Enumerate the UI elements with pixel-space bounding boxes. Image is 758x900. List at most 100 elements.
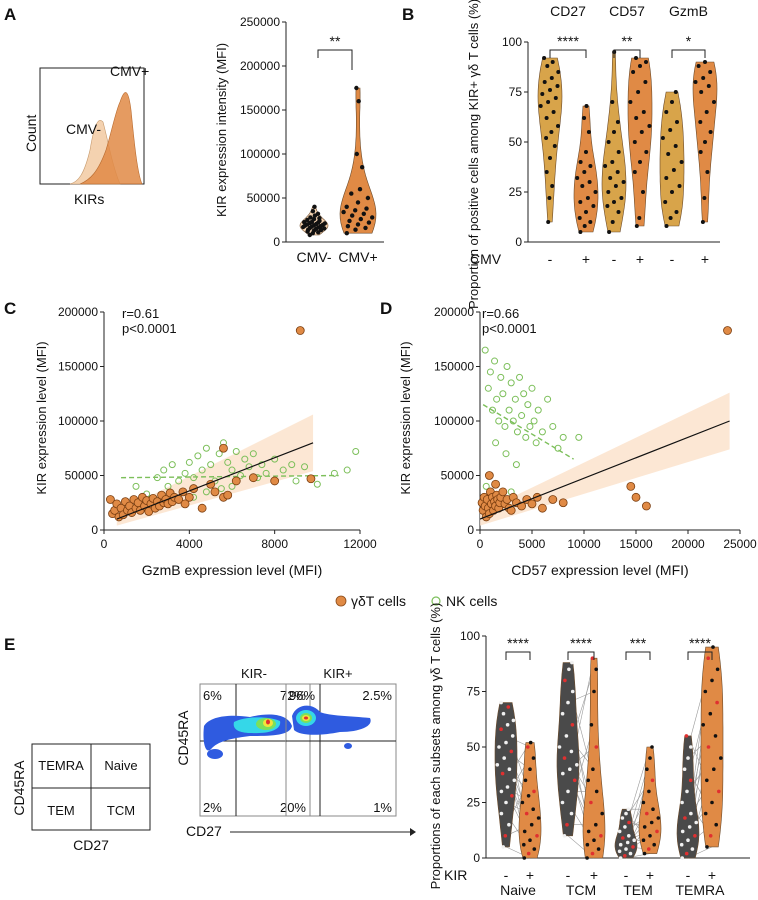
b-violin-cd27-neg-point xyxy=(544,136,549,140)
a-violin-cmv-pos-point xyxy=(355,222,361,227)
b-violin-gzmb-neg-point xyxy=(666,152,671,156)
b-violin-gzmb-neg-point xyxy=(668,216,673,220)
e-violin-tem-neg-point xyxy=(628,851,633,856)
b-violin-cd27-neg-point xyxy=(550,184,555,188)
e-violin-tem-pos-point xyxy=(651,807,655,811)
e-violin-tem-pos-point xyxy=(650,745,654,749)
d-ytick-label: 100000 xyxy=(434,414,474,428)
e-violin-temra-neg-point xyxy=(683,816,687,820)
b-violin-cd27-pos-point xyxy=(582,224,587,228)
b-violin-gzmb-neg-point xyxy=(668,128,673,132)
a-violin-cmv-neg-point xyxy=(310,209,316,214)
d-nk-point xyxy=(526,422,534,430)
e-violin-tem-neg-point xyxy=(621,836,625,840)
a-histogram-series-cmv-pos: CMV+ xyxy=(110,63,149,79)
e-violin-temra-neg-point xyxy=(685,789,689,794)
b-violin-gzmb-pos-point xyxy=(696,64,701,68)
e-key-tem: TEM xyxy=(47,803,74,818)
b-violin-gzmb-pos-point xyxy=(693,80,698,84)
b-violin-cd27-neg-point xyxy=(556,124,560,128)
e-violin-tcm-pos-point xyxy=(600,811,604,816)
e-violin-tem-pos-point xyxy=(656,816,661,820)
a-violin-cmv-pos-point xyxy=(356,99,361,104)
e-flow-density-kir-neg-blob xyxy=(207,749,223,759)
e-kir-sign: - xyxy=(686,867,691,883)
a-violin-cmv-neg-point xyxy=(315,211,321,216)
legend-nk-symbol xyxy=(431,596,441,606)
b-violin-cd57-neg-point xyxy=(610,220,615,224)
e-violin-tcm-neg-point xyxy=(570,689,575,694)
b-sig-bracket xyxy=(549,49,587,58)
e-key-tcm: TCM xyxy=(107,803,135,818)
d-gdt-point xyxy=(558,498,568,508)
a-violin-cmv-pos-point xyxy=(349,191,354,196)
b-violin-cd57-pos-point xyxy=(636,90,641,94)
e-key-naive: Naive xyxy=(104,758,137,773)
e-violin-temra-pos-point xyxy=(711,645,715,649)
c-annotation-r: r=0.61 xyxy=(122,306,159,321)
e-violin-ytick-label: 100 xyxy=(460,629,480,643)
c-nk-point xyxy=(249,450,257,458)
d-nk-point xyxy=(520,390,528,398)
a-violin-cmv-pos-point xyxy=(353,208,358,213)
d-nk-point xyxy=(492,439,500,447)
d-nk-point xyxy=(513,428,521,436)
b-violin-cd27-pos-point xyxy=(582,170,587,174)
e-flow-frame-kir-pos xyxy=(285,683,397,817)
e-violin-naive-neg-point xyxy=(502,756,507,760)
d-ytick-label: 200000 xyxy=(434,305,474,319)
e-violin-temra-pos-point xyxy=(705,845,709,849)
a-histogram-series-cmv-neg: CMV- xyxy=(66,121,101,137)
b-violin-cd57-pos-point xyxy=(634,56,638,60)
b-violin-cd27-neg-point xyxy=(544,170,549,174)
e-violin-tcm-pos-point xyxy=(590,851,595,856)
d-nk-point xyxy=(502,450,510,458)
b-violin-cd57-pos-point xyxy=(644,60,648,64)
b-violin-cd27-neg-point xyxy=(544,116,549,120)
d-nk-point xyxy=(493,395,501,403)
b-violin-cd57-neg-shape xyxy=(601,51,627,233)
b-violin-cd57-pos-shape xyxy=(627,57,653,227)
a-violin-cmv-pos-point xyxy=(365,195,371,201)
e-sig-bracket xyxy=(567,651,595,660)
legend-gdt-symbol xyxy=(335,595,347,607)
e-violin-naive-pos-point xyxy=(522,856,527,860)
b-violin-gzmb-pos-point xyxy=(702,196,707,200)
legend-gdt-label: γδT cells xyxy=(351,593,406,609)
e-violin-tcm-neg-point xyxy=(572,778,577,783)
b-violin-cd57-pos-point xyxy=(641,190,645,194)
b-violin-gzmb-pos-point xyxy=(704,110,709,114)
e-flow-q-kir-neg-br: 20% xyxy=(280,800,306,815)
c-xlabel: GzmB expression level (MFI) xyxy=(142,562,322,578)
a-violin-cmv-pos-point xyxy=(366,220,372,225)
b-violin-cd57-pos-point xyxy=(631,70,636,74)
e-violin-tem-pos-point xyxy=(645,767,649,771)
e-violin-tcm-neg-point xyxy=(561,771,565,776)
d-annotation-r: r=0.66 xyxy=(482,306,519,321)
e-violin-tcm-neg-point xyxy=(570,660,574,665)
d-ci-band xyxy=(480,392,730,526)
b-violin-cd57-neg-point xyxy=(610,100,615,104)
e-violin-ytick-label: 25 xyxy=(467,796,481,810)
b-violin-cd57-neg-point xyxy=(608,176,613,180)
e-violin-temra-pos-point xyxy=(706,745,711,749)
d-nk-point xyxy=(544,395,552,403)
c-gdt-point xyxy=(219,443,228,453)
e-subset-label: TEMRA xyxy=(676,882,726,898)
e-violin-ylabel: Proportions of each subsets among γδ T c… xyxy=(428,603,443,890)
e-violin-temra-neg-point xyxy=(680,829,685,834)
a-violin-ytick-label: 50000 xyxy=(247,191,281,205)
e-flow-frame-kir-neg xyxy=(199,683,311,817)
e-violin-tcm-pos-point xyxy=(594,789,599,794)
a-violin-cmv-pos-point xyxy=(344,231,349,236)
e-flow-q-kir-neg-tl: 6% xyxy=(203,688,222,703)
b-violin-cd27-neg-point xyxy=(555,84,560,88)
e-subset-label: Naive xyxy=(500,882,536,898)
b-violin-cd57-pos-point xyxy=(644,150,649,154)
a-histogram-ylabel: Count xyxy=(23,115,39,152)
e-violin-temra-pos-point xyxy=(710,800,714,805)
b-violin-gzmb-pos-point xyxy=(701,76,706,80)
d-scatter: KIR expression level (MFI) CD57 expressi… xyxy=(398,305,757,578)
b-violin-cd57-neg-point xyxy=(606,140,611,144)
e-violin-temra-pos-point xyxy=(701,723,705,727)
